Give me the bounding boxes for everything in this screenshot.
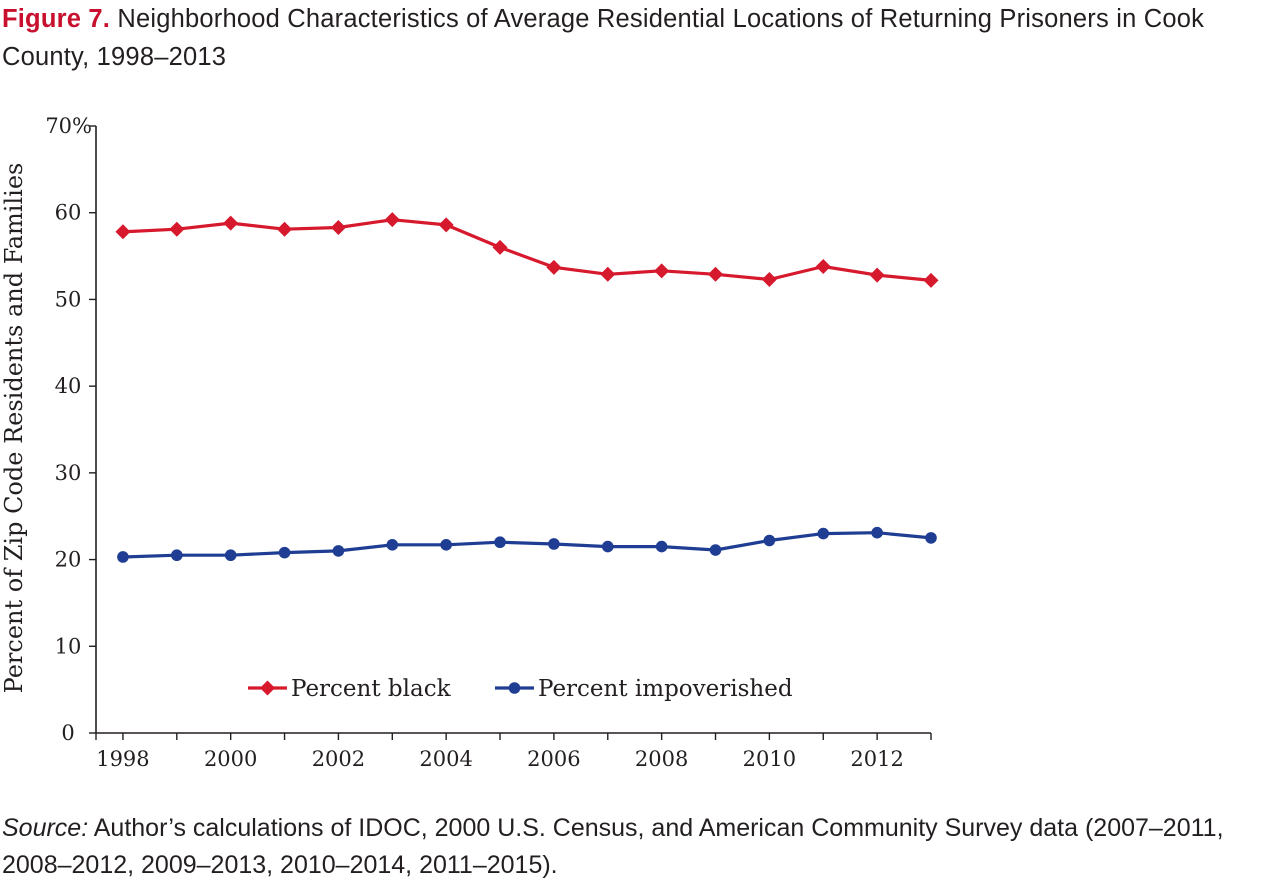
x-tick-label: 2008 — [635, 747, 688, 771]
data-point — [171, 549, 183, 562]
x-axis-ticks: 1998 2000 2002 2004 2006 2008 2010 2012 — [95, 733, 932, 771]
data-point — [494, 536, 506, 549]
legend-item: Percent black — [248, 676, 452, 702]
data-point — [169, 221, 185, 237]
data-point — [923, 272, 939, 288]
y-tick-label: 60 — [55, 201, 82, 225]
series-percent-impoverished — [117, 526, 937, 563]
data-point — [815, 258, 831, 274]
figure-title-text: Neighborhood Characteristics of Average … — [2, 5, 1205, 71]
data-point — [384, 212, 400, 228]
y-tick-label: 50 — [55, 287, 82, 311]
data-point — [224, 549, 237, 562]
legend: Percent black Percent impoverished — [248, 676, 793, 702]
data-point — [763, 534, 776, 547]
x-tick-label: 2000 — [204, 747, 257, 771]
data-point — [330, 219, 346, 235]
data-point — [548, 538, 560, 550]
legend-label: Percent impoverished — [538, 676, 793, 702]
y-axis-ticks: 0 10 20 30 40 50 60 70% — [45, 114, 96, 745]
x-tick-label: 1998 — [96, 747, 149, 771]
y-tick-label: 20 — [55, 548, 82, 572]
data-point — [869, 267, 885, 283]
legend-label: Percent black — [291, 676, 452, 702]
y-tick-label: 30 — [55, 461, 82, 485]
x-tick-label: 2010 — [743, 747, 796, 771]
legend-item: Percent impoverished — [495, 676, 793, 702]
data-point — [871, 526, 883, 539]
data-point — [546, 259, 562, 275]
legend-marker — [260, 680, 275, 696]
data-point — [332, 545, 345, 557]
data-point — [601, 540, 614, 553]
axes — [95, 126, 931, 734]
y-tick-label: 10 — [55, 634, 82, 658]
data-point — [761, 271, 777, 287]
data-point — [440, 539, 452, 551]
y-tick-label: 0 — [61, 721, 74, 745]
data-point — [115, 224, 131, 240]
figure-title: Figure 7. Neighborhood Characteristics o… — [2, 0, 1278, 76]
x-tick-label: 2004 — [419, 747, 472, 771]
y-tick-label: 70% — [45, 114, 92, 138]
data-point — [817, 527, 830, 540]
x-tick-label: 2002 — [312, 747, 365, 771]
x-tick-label: 2012 — [850, 747, 903, 771]
series-line — [122, 218, 932, 282]
data-point — [492, 239, 508, 255]
data-point — [654, 263, 670, 279]
y-axis-label: Percent of Zip Code Residents and Famili… — [0, 163, 28, 694]
series-layer — [115, 212, 939, 563]
data-point — [655, 540, 668, 553]
data-point — [117, 551, 129, 563]
series-line — [122, 531, 932, 559]
data-point — [438, 217, 454, 233]
data-point — [386, 539, 399, 551]
data-point — [600, 266, 616, 282]
data-point — [709, 544, 722, 556]
data-point — [223, 215, 239, 231]
data-point — [925, 532, 937, 544]
data-point — [708, 266, 724, 282]
legend-marker — [508, 682, 521, 694]
source-note: Source: Author’s calculations of IDOC, 2… — [2, 810, 1278, 884]
figure-label: Figure 7. — [2, 5, 111, 33]
y-tick-label: 40 — [55, 374, 82, 398]
source-label: Source: — [2, 814, 89, 842]
data-point — [278, 546, 291, 559]
source-text: Author’s calculations of IDOC, 2000 U.S.… — [2, 814, 1224, 879]
x-tick-label: 2006 — [527, 747, 580, 771]
series-percent-black — [115, 212, 939, 288]
data-point — [277, 221, 293, 237]
y-axis-label-group: Percent of Zip Code Residents and Famili… — [0, 163, 28, 694]
